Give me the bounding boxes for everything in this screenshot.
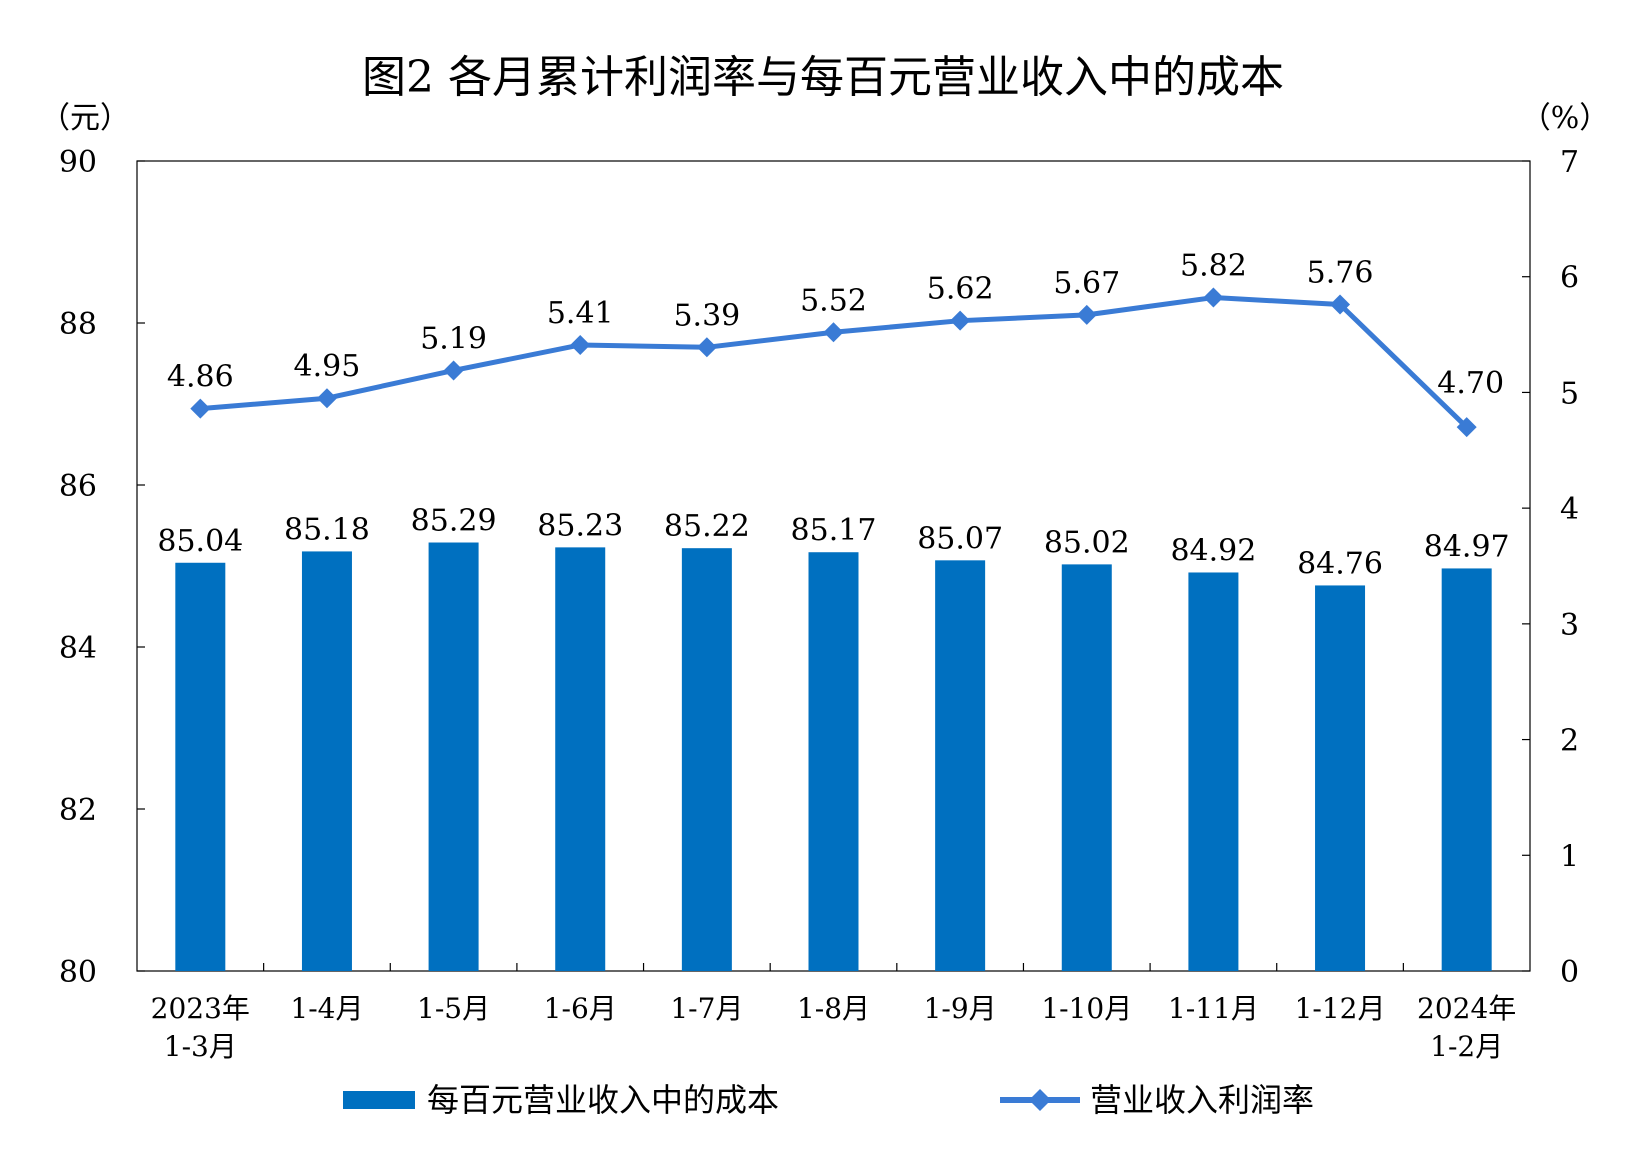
bar bbox=[1188, 572, 1239, 971]
line-marker bbox=[823, 322, 844, 343]
right-tick-label: 2 bbox=[1560, 724, 1579, 759]
bar bbox=[808, 552, 859, 971]
line-marker bbox=[1076, 304, 1097, 325]
line-value-label: 5.41 bbox=[547, 296, 614, 331]
x-tick-label-line: 1-9月 bbox=[924, 992, 997, 1025]
line-marker bbox=[1203, 287, 1224, 308]
bar bbox=[555, 547, 606, 971]
left-tick-label: 88 bbox=[59, 307, 97, 342]
legend-bar-label: 每百元营业收入中的成本 bbox=[427, 1081, 779, 1119]
bar bbox=[301, 551, 352, 971]
x-tick-label: 1-5月 bbox=[417, 992, 490, 1025]
x-tick-label-line: 2023年 bbox=[151, 992, 250, 1025]
bar-series bbox=[175, 542, 1492, 971]
right-tick-label: 5 bbox=[1560, 376, 1579, 411]
left-tick-label: 80 bbox=[59, 955, 97, 990]
line-marker bbox=[190, 398, 211, 419]
bar-data-labels: 85.04 85.18 85.29 85.23 85.22 85.17 85.07 85.02… bbox=[157, 504, 1509, 582]
right-axis-unit: （%） bbox=[1521, 101, 1610, 136]
right-axis: 0 1 2 3 4 5 6 7 bbox=[1522, 145, 1579, 990]
left-tick-label: 84 bbox=[59, 631, 97, 666]
x-tick-label-line: 2024年 bbox=[1417, 992, 1516, 1025]
bar-value-label: 85.02 bbox=[1044, 525, 1130, 560]
line-marker bbox=[1456, 417, 1477, 438]
x-tick-label-line: 1-3月 bbox=[164, 1030, 237, 1063]
x-tick-label: 1-10月 bbox=[1041, 992, 1132, 1025]
bar-value-label: 85.29 bbox=[411, 504, 497, 539]
x-tick-label-line: 1-8月 bbox=[797, 992, 870, 1025]
x-tick-label-line: 1-12月 bbox=[1295, 992, 1386, 1025]
x-tick-label-line: 1-7月 bbox=[670, 992, 743, 1025]
x-tick-label-line: 1-11月 bbox=[1168, 992, 1259, 1025]
bar bbox=[175, 562, 226, 971]
bar-value-label: 85.07 bbox=[917, 521, 1003, 556]
right-tick-label: 7 bbox=[1560, 145, 1579, 180]
x-tick-label: 2024年 1-2月 bbox=[1417, 992, 1516, 1063]
x-tick-label-line: 1-2月 bbox=[1430, 1030, 1503, 1063]
line-value-label: 4.95 bbox=[294, 349, 361, 384]
line-value-label: 5.76 bbox=[1307, 255, 1374, 290]
line-value-label: 4.70 bbox=[1437, 366, 1504, 401]
left-axis-unit: （元） bbox=[40, 101, 130, 136]
bar bbox=[1061, 564, 1112, 971]
chart-title: 图2 各月累计利润率与每百元营业收入中的成本 bbox=[362, 52, 1284, 103]
x-tick-label: 1-9月 bbox=[924, 992, 997, 1025]
bar bbox=[1441, 568, 1492, 971]
right-tick-label: 6 bbox=[1560, 261, 1579, 296]
bar-value-label: 84.92 bbox=[1170, 533, 1256, 568]
line-value-label: 4.86 bbox=[167, 360, 234, 395]
right-tick-label: 0 bbox=[1560, 955, 1579, 990]
line-value-label: 5.82 bbox=[1180, 249, 1247, 284]
line-value-label: 5.67 bbox=[1053, 266, 1120, 301]
bar bbox=[428, 542, 479, 971]
line-data-labels: 4.86 4.95 5.19 5.41 5.39 5.52 5.62 5.67 5.82 5.76… bbox=[167, 249, 1504, 402]
x-tick-label-line: 1-5月 bbox=[417, 992, 490, 1025]
legend-line-label: 营业收入利润率 bbox=[1090, 1081, 1314, 1119]
legend-bar-swatch bbox=[343, 1091, 415, 1109]
line-marker bbox=[316, 388, 337, 409]
line-value-label: 5.39 bbox=[673, 298, 740, 333]
bar-value-label: 85.22 bbox=[664, 509, 750, 544]
line-series bbox=[190, 287, 1477, 438]
x-tick-label: 1-11月 bbox=[1168, 992, 1259, 1025]
bar bbox=[935, 560, 986, 971]
x-tick-label: 2023年 1-3月 bbox=[151, 992, 250, 1063]
bar-value-label: 85.18 bbox=[284, 512, 370, 547]
x-tick-label: 1-4月 bbox=[290, 992, 363, 1025]
left-tick-label: 86 bbox=[59, 469, 97, 504]
x-tick-label: 1-6月 bbox=[544, 992, 617, 1025]
line-value-label: 5.19 bbox=[420, 321, 487, 356]
line-marker bbox=[570, 334, 591, 355]
bar bbox=[1315, 585, 1366, 971]
line-marker bbox=[696, 337, 717, 358]
right-tick-label: 3 bbox=[1560, 608, 1579, 643]
x-tick-label-line: 1-6月 bbox=[544, 992, 617, 1025]
legend: 每百元营业收入中的成本 营业收入利润率 bbox=[343, 1081, 1314, 1119]
left-axis: 80 82 84 86 88 90 bbox=[59, 145, 145, 990]
line-marker bbox=[443, 360, 464, 381]
bar-value-label: 85.17 bbox=[791, 513, 877, 548]
line-value-label: 5.52 bbox=[800, 283, 867, 318]
x-tick-label: 1-8月 bbox=[797, 992, 870, 1025]
bar-value-label: 85.23 bbox=[537, 508, 623, 543]
right-tick-label: 4 bbox=[1560, 492, 1579, 527]
line-value-label: 5.62 bbox=[927, 272, 994, 307]
bar-value-label: 85.04 bbox=[157, 524, 243, 559]
left-tick-label: 82 bbox=[59, 793, 97, 828]
legend-line-marker bbox=[1029, 1089, 1051, 1111]
bar bbox=[681, 548, 732, 971]
line-marker bbox=[950, 310, 971, 331]
bar-value-label: 84.76 bbox=[1297, 546, 1383, 581]
x-axis: 2023年 1-3月 1-4月 1-5月 1-6月 1-7月 1-8月 1-9月 1-10月 1-… bbox=[151, 963, 1516, 1063]
bar-value-label: 84.97 bbox=[1424, 529, 1510, 564]
right-tick-label: 1 bbox=[1560, 839, 1579, 874]
x-tick-label-line: 1-10月 bbox=[1041, 992, 1132, 1025]
x-tick-label: 1-7月 bbox=[670, 992, 743, 1025]
left-tick-label: 90 bbox=[59, 145, 97, 180]
line-marker bbox=[1330, 294, 1351, 315]
x-tick-label: 1-12月 bbox=[1295, 992, 1386, 1025]
x-tick-label-line: 1-4月 bbox=[290, 992, 363, 1025]
